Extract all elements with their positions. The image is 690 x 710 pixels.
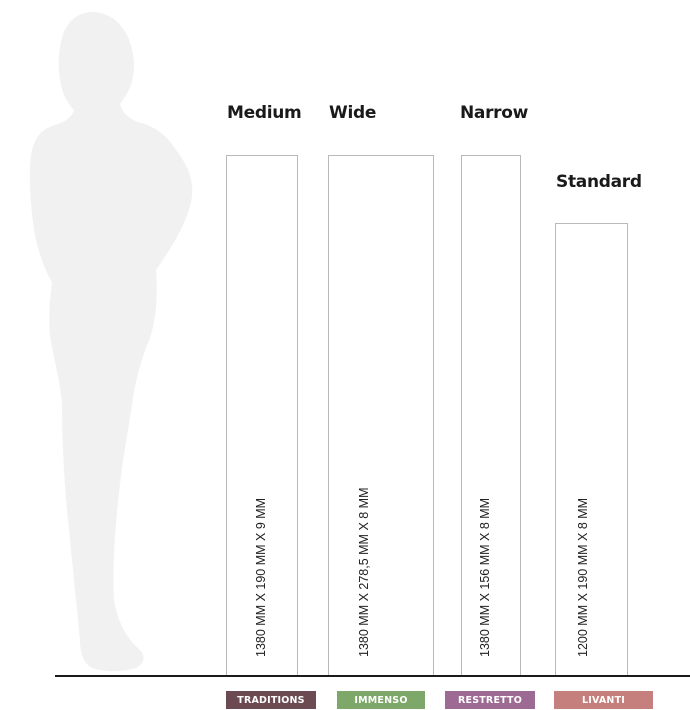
plank-title-standard: Standard	[556, 172, 642, 192]
plank-narrow: 1380 MM X 156 MM X 8 MM	[461, 155, 521, 676]
collection-badge-livanti: LIVANTI	[554, 691, 653, 709]
plank-title-wide: Wide	[329, 103, 377, 123]
collection-badge-immenso: IMMENSO	[337, 691, 425, 709]
plank-title-narrow: Narrow	[460, 103, 529, 123]
plank-wide: 1380 MM X 278,5 MM X 8 MM	[328, 155, 434, 676]
plank-standard: 1200 MM X 190 MM X 8 MM	[555, 223, 628, 676]
human-silhouette-icon	[29, 12, 193, 671]
plank-title-medium: Medium	[227, 103, 302, 123]
floor-line	[55, 675, 690, 677]
plank-dimensions-narrow: 1380 MM X 156 MM X 8 MM	[478, 497, 492, 657]
plank-medium: 1380 MM X 190 MM X 9 MM	[226, 155, 298, 676]
plank-dimensions-standard: 1200 MM X 190 MM X 8 MM	[576, 497, 590, 657]
plank-dimensions-medium: 1380 MM X 190 MM X 9 MM	[254, 497, 268, 657]
collection-badge-traditions: TRADITIONS	[226, 691, 316, 709]
collection-badge-restretto: RESTRETTO	[445, 691, 535, 709]
plank-dimensions-wide: 1380 MM X 278,5 MM X 8 MM	[357, 487, 371, 657]
